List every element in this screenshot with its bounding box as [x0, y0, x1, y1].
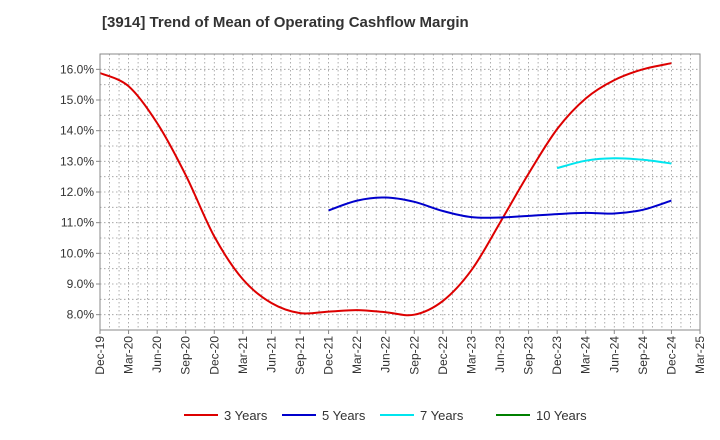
legend-item-10-years: 10 Years — [496, 408, 587, 423]
y-tick-label: 14.0% — [60, 124, 94, 138]
y-axis: 8.0% 9.0% 10.0% 11.0% 12.0% 13.0% 14.0% 15.0% 16… — [60, 62, 100, 322]
x-tick-label: Mar-23 — [464, 336, 478, 374]
chart-title: [3914] Trend of Mean of Operating Cashfl… — [102, 14, 469, 31]
x-tick-label: Dec-21 — [322, 336, 336, 375]
y-tick-label: 12.0% — [60, 185, 94, 199]
legend-label: 7 Years — [420, 408, 464, 423]
x-tick-label: Dec-24 — [664, 336, 678, 375]
legend-label: 5 Years — [322, 408, 366, 423]
y-tick-label: 16.0% — [60, 62, 94, 76]
x-tick-label: Dec-22 — [436, 336, 450, 375]
series-lines — [99, 62, 672, 317]
x-tick-label: Dec-19 — [93, 336, 107, 375]
legend-label: 3 Years — [224, 408, 268, 423]
x-tick-label: Jun-24 — [607, 336, 621, 373]
legend-label: 10 Years — [536, 408, 587, 423]
x-tick-label: Mar-25 — [693, 336, 707, 374]
x-tick-label: Jun-20 — [150, 336, 164, 373]
x-tick-label: Mar-24 — [579, 336, 593, 374]
y-tick-label: 9.0% — [67, 277, 95, 291]
legend-item-3-years: 3 Years — [184, 408, 268, 423]
y-tick-label: 11.0% — [61, 216, 94, 230]
y-tick-label: 10.0% — [60, 246, 94, 260]
legend-item-7-years: 7 Years — [380, 408, 464, 423]
series-line-3-years — [99, 62, 672, 317]
x-tick-label: Sep-24 — [636, 336, 650, 375]
grid — [100, 54, 700, 330]
x-tick-label: Jun-22 — [379, 336, 393, 373]
x-tick-label: Mar-21 — [236, 336, 250, 374]
x-tick-label: Sep-22 — [407, 336, 421, 375]
x-tick-label: Mar-22 — [350, 336, 364, 374]
x-tick-label: Sep-21 — [293, 336, 307, 375]
legend-item-5-years: 5 Years — [282, 408, 366, 423]
x-tick-label: Dec-20 — [207, 336, 221, 375]
legend: 3 Years 5 Years 7 Years 10 Years — [184, 408, 587, 423]
x-axis: Dec-19 Mar-20 Jun-20 Sep-20 Dec-20 Mar-21 Jun-… — [93, 330, 707, 375]
series-line-5-years — [328, 196, 672, 219]
x-tick-label: Mar-20 — [122, 336, 136, 374]
y-tick-label: 13.0% — [60, 154, 94, 168]
x-tick-label: Jun-21 — [264, 336, 278, 373]
x-tick-label: Jun-23 — [493, 336, 507, 373]
y-tick-label: 15.0% — [60, 93, 94, 107]
x-tick-label: Sep-20 — [179, 336, 193, 375]
x-tick-label: Dec-23 — [550, 336, 564, 375]
y-tick-label: 8.0% — [67, 308, 95, 322]
series-line-7-years — [556, 157, 672, 170]
x-tick-label: Sep-23 — [522, 336, 536, 375]
